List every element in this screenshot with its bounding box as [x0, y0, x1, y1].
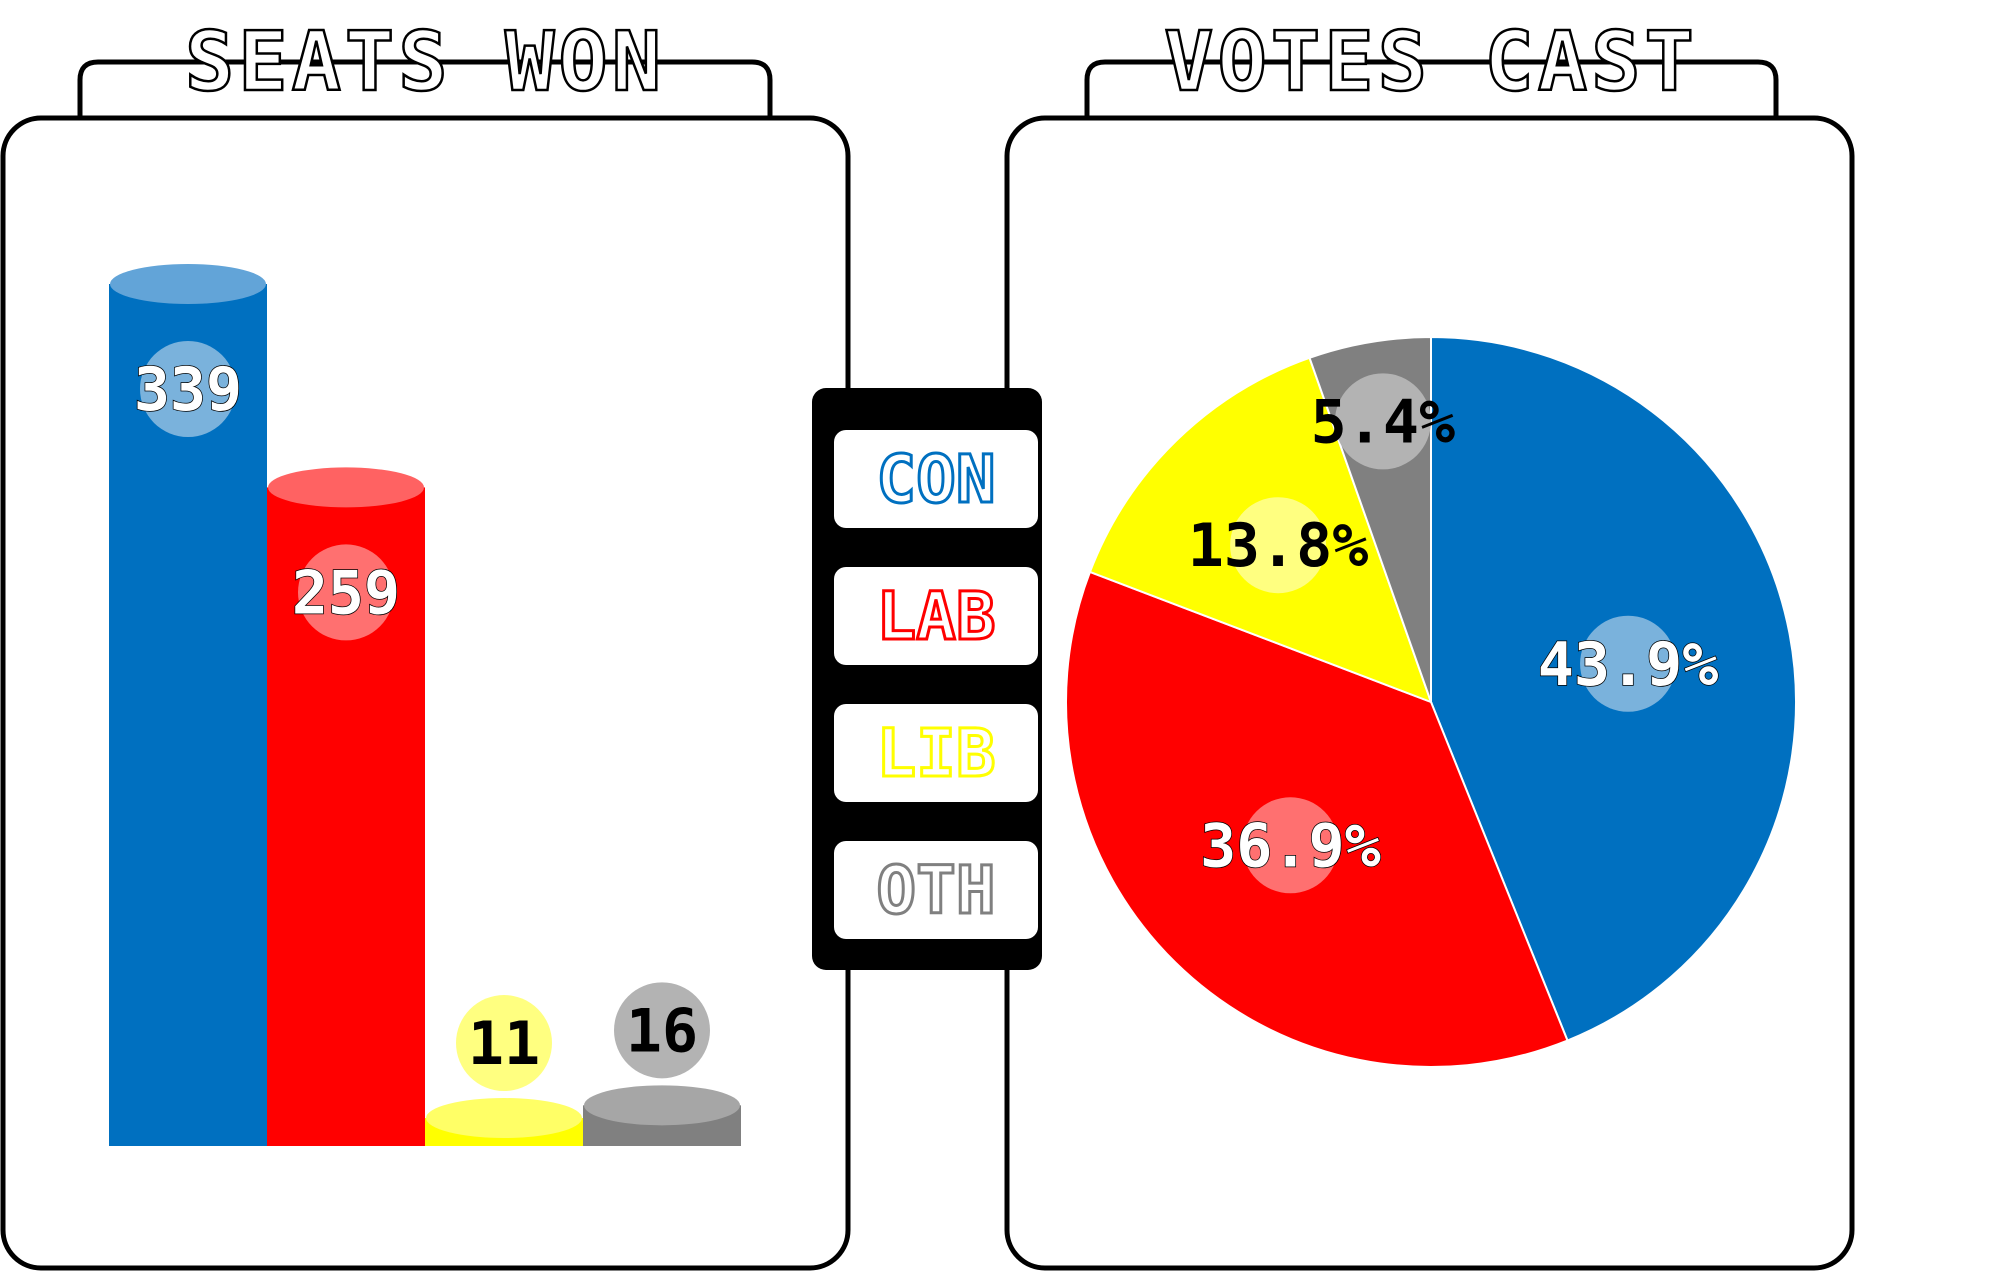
bar-value-label: 259 — [292, 558, 400, 628]
bar-label-badge — [456, 995, 552, 1092]
bar-cap — [584, 1085, 740, 1126]
seats-title-tab — [77, 59, 773, 118]
legend-item-lab: LAB — [834, 567, 1038, 665]
legend-label: OTH — [876, 852, 995, 929]
seats-title: SEATS WON — [185, 15, 665, 110]
slice-label-badge — [1580, 615, 1677, 712]
legend-frame — [812, 388, 1042, 970]
votes-title-tab — [1084, 59, 1779, 118]
legend-item-con: CON — [834, 430, 1038, 528]
bar-cap — [426, 1098, 582, 1139]
slice-value-label: 36.9% — [1200, 811, 1381, 881]
legend-swatch-box — [834, 430, 1038, 528]
bar-label-badge — [298, 544, 394, 641]
bar-value-label: 339 — [134, 355, 242, 425]
legend-label: LIB — [876, 715, 995, 792]
slice-con: 43.9% — [1430, 335, 1797, 1042]
bar-value-label: 16 — [626, 996, 698, 1066]
legend-label: CON — [876, 441, 995, 518]
slice-lab: 36.9% — [1065, 570, 1569, 1069]
bar-label-badge — [140, 341, 236, 437]
legend: CON LAB LIB OTH — [812, 388, 1042, 970]
bar-con: 339 — [109, 264, 267, 1146]
seats-panel: SEATS WON 339 259 11 16 — [0, 14, 851, 1271]
slice-value-label: 5.4% — [1311, 387, 1456, 457]
bar-cap — [268, 467, 424, 508]
slice-oth: 5.4% — [1308, 335, 1456, 703]
slice-lib: 13.8% — [1088, 356, 1433, 704]
legend-swatch-box — [834, 841, 1038, 939]
legend-swatch-box — [834, 567, 1038, 665]
votes-pie: 43.9% 36.9% 13.8% 5.4% — [1065, 335, 1797, 1069]
bar-lab: 259 — [267, 467, 425, 1146]
votes-panel: VOTES CAST 43.9% 36.9% 13.8% 5.4% — [1004, 14, 1855, 1271]
bar-lib: 11 — [425, 995, 583, 1146]
votes-title: VOTES CAST — [1164, 15, 1698, 110]
slice-label-badge — [1334, 373, 1431, 470]
seats-bars: 339 259 11 16 — [109, 264, 741, 1146]
bar-oth: 16 — [583, 982, 741, 1146]
legend-swatch-box — [834, 704, 1038, 802]
bar-cap — [110, 264, 266, 304]
slice-label-badge — [1230, 497, 1327, 594]
slice-label-badge — [1242, 797, 1339, 894]
slice-value-label: 43.9% — [1538, 630, 1719, 700]
legend-item-oth: OTH — [834, 841, 1038, 939]
legend-item-lib: LIB — [834, 704, 1038, 802]
slice-value-label: 13.8% — [1188, 511, 1369, 581]
bar-label-badge — [614, 982, 710, 1079]
bar-value-label: 11 — [468, 1009, 540, 1079]
legend-label: LAB — [876, 578, 995, 655]
